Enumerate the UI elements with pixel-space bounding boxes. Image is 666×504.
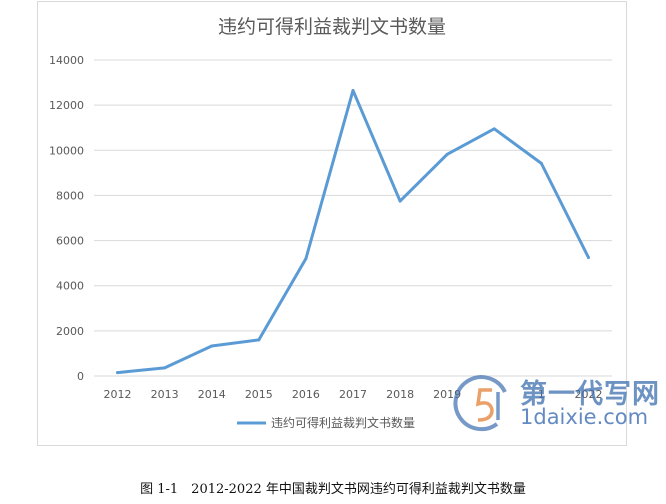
x-tick-label: 2013 xyxy=(151,388,179,401)
watermark-text: 第一代写网 xyxy=(520,379,660,410)
data-point xyxy=(445,152,449,156)
x-tick-label: 2022 xyxy=(574,388,602,401)
x-tick-label: 1 xyxy=(538,388,545,401)
x-tick-label: 2017 xyxy=(339,388,367,401)
y-tick-label: 14000 xyxy=(49,54,84,67)
watermark-logo-icon xyxy=(453,375,507,432)
data-point xyxy=(210,344,214,348)
figure-caption: 图 1-1 2012-2022 年中国裁判文书网违约可得利益裁判文书数量 xyxy=(140,482,526,497)
legend-label: 违约可得利益裁判文书数量 xyxy=(271,415,415,430)
data-point xyxy=(492,127,496,131)
x-tick-label: 2015 xyxy=(245,388,273,401)
y-tick-label: 10000 xyxy=(49,144,84,157)
x-tick-label: 2012 xyxy=(104,388,132,401)
x-tick-label: 2018 xyxy=(386,388,414,401)
y-tick-label: 12000 xyxy=(49,99,84,112)
data-point xyxy=(257,338,261,342)
data-point xyxy=(586,256,590,259)
data-point xyxy=(163,366,167,370)
data-point xyxy=(351,88,355,92)
watermark-url: 1daixie.com xyxy=(520,405,649,429)
data-point xyxy=(398,199,402,203)
series-line xyxy=(116,88,590,375)
chart-title: 违约可得利益裁判文书数量 xyxy=(217,16,446,38)
y-tick-label: 6000 xyxy=(56,235,84,248)
y-tick-label: 4000 xyxy=(56,280,84,293)
data-point xyxy=(116,371,120,375)
y-tick-label: 2000 xyxy=(56,325,84,338)
y-tick-label: 0 xyxy=(77,370,84,383)
x-tick-label: 2016 xyxy=(292,388,320,401)
y-tick-label: 8000 xyxy=(56,189,84,202)
data-point xyxy=(304,257,308,261)
x-tick-label: 2014 xyxy=(198,388,226,401)
data-point xyxy=(539,161,543,165)
